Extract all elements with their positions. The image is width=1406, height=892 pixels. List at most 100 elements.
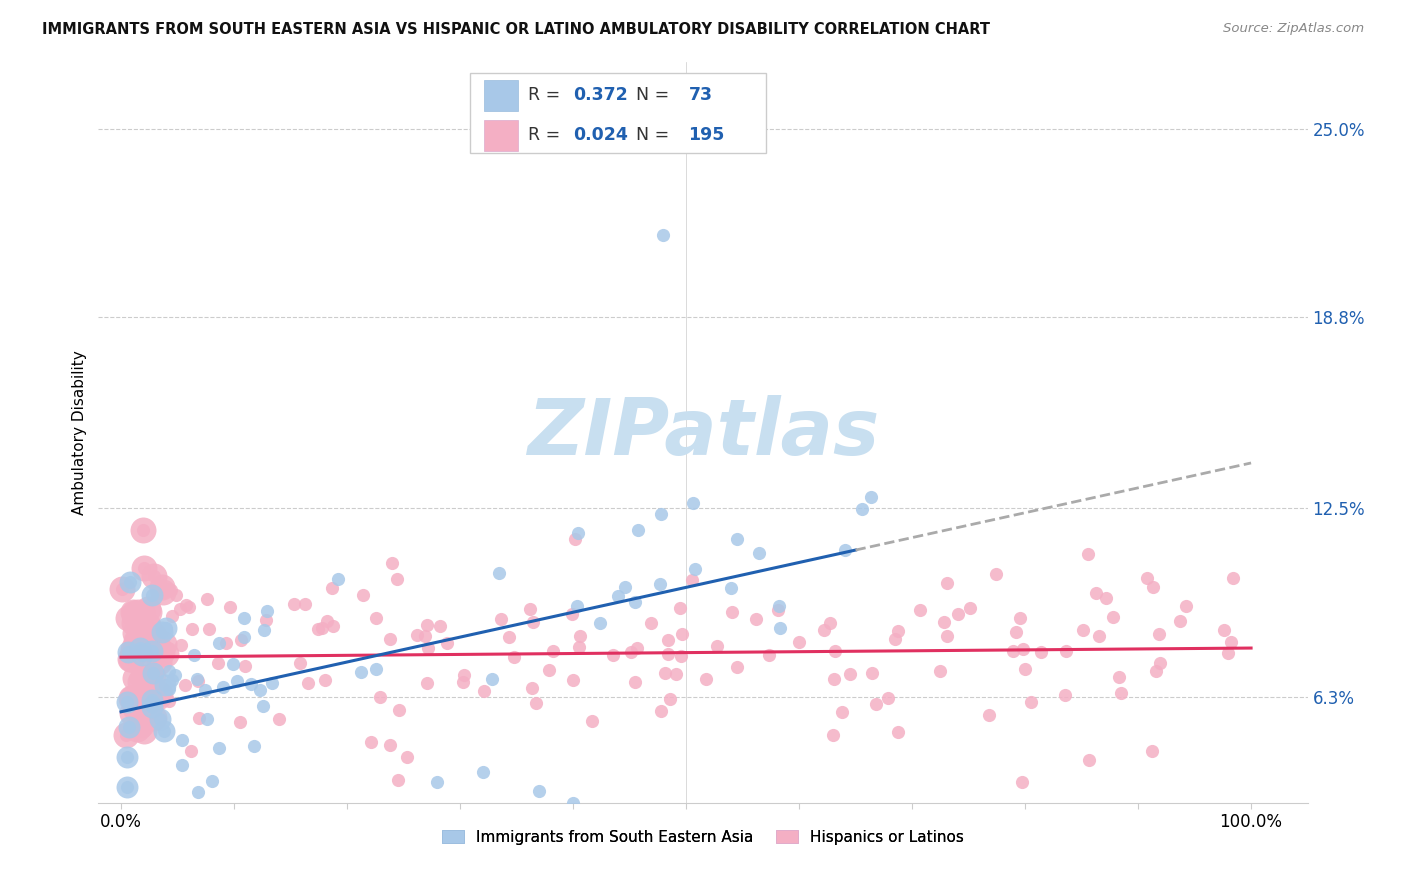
- Point: [498, 630, 520, 644]
- Point: [131, 664, 153, 678]
- Point: [142, 628, 165, 642]
- Point: [141, 693, 163, 707]
- Point: [172, 757, 194, 772]
- Point: [124, 700, 146, 714]
- Point: [152, 585, 174, 599]
- Point: [198, 622, 221, 636]
- Point: [122, 616, 145, 631]
- Point: [134, 626, 156, 640]
- Point: [122, 646, 145, 660]
- Point: [124, 643, 146, 657]
- Point: [416, 618, 439, 632]
- Point: [125, 634, 148, 648]
- Point: [669, 649, 692, 664]
- Point: [125, 607, 148, 621]
- Point: [142, 669, 165, 683]
- Point: [606, 590, 628, 604]
- Point: [129, 643, 152, 657]
- Point: [149, 687, 172, 701]
- Point: [169, 601, 191, 615]
- Point: [581, 714, 603, 728]
- Point: [150, 580, 173, 594]
- Point: [883, 632, 905, 647]
- Point: [851, 502, 873, 516]
- Point: [115, 728, 138, 742]
- Point: [524, 697, 547, 711]
- Point: [1175, 599, 1198, 613]
- Point: [326, 572, 349, 586]
- Point: [322, 619, 344, 633]
- Point: [977, 708, 1000, 723]
- Point: [150, 580, 173, 594]
- Point: [138, 606, 160, 620]
- Point: [160, 673, 183, 687]
- Point: [1078, 753, 1101, 767]
- Point: [824, 644, 846, 658]
- Point: [128, 696, 150, 710]
- Text: ZIPatlas: ZIPatlas: [527, 394, 879, 471]
- Point: [541, 644, 564, 658]
- Y-axis label: Ambulatory Disability: Ambulatory Disability: [72, 351, 87, 515]
- Point: [118, 574, 141, 589]
- Point: [150, 645, 173, 659]
- Point: [121, 706, 143, 720]
- Point: [148, 690, 170, 705]
- Point: [150, 645, 173, 659]
- Point: [681, 574, 703, 588]
- Point: [195, 592, 218, 607]
- Legend: Immigrants from South Eastern Asia, Hispanics or Latinos: Immigrants from South Eastern Asia, Hisp…: [436, 823, 970, 851]
- Point: [174, 678, 197, 692]
- Point: [364, 662, 387, 676]
- Point: [152, 585, 174, 599]
- Point: [297, 676, 319, 690]
- Point: [758, 648, 780, 663]
- Point: [654, 665, 676, 680]
- Point: [155, 621, 177, 635]
- Point: [860, 665, 883, 680]
- Point: [387, 772, 409, 787]
- Point: [1109, 686, 1132, 700]
- Point: [148, 690, 170, 705]
- Point: [131, 664, 153, 678]
- Point: [1094, 591, 1116, 605]
- Point: [253, 624, 276, 638]
- Point: [129, 641, 152, 656]
- Point: [652, 228, 675, 243]
- Point: [562, 673, 585, 687]
- Point: [174, 598, 197, 612]
- Point: [650, 507, 672, 521]
- Point: [141, 693, 163, 707]
- Text: 195: 195: [689, 126, 725, 145]
- Point: [160, 582, 183, 597]
- Point: [1219, 635, 1241, 649]
- Point: [131, 718, 153, 732]
- Point: [406, 628, 429, 642]
- Point: [451, 674, 474, 689]
- Point: [766, 603, 789, 617]
- Point: [152, 637, 174, 651]
- Point: [122, 616, 145, 631]
- Point: [232, 611, 254, 625]
- Point: [1222, 571, 1244, 585]
- Point: [155, 621, 177, 635]
- Point: [1144, 664, 1167, 678]
- Point: [134, 723, 156, 738]
- Point: [768, 599, 790, 613]
- Point: [658, 691, 681, 706]
- Point: [124, 643, 146, 657]
- Point: [165, 588, 187, 602]
- Point: [472, 683, 495, 698]
- Point: [502, 650, 524, 665]
- Point: [311, 621, 333, 635]
- Point: [201, 773, 224, 788]
- Point: [170, 733, 193, 747]
- Point: [141, 643, 163, 657]
- Point: [1142, 580, 1164, 594]
- Point: [149, 712, 172, 726]
- Point: [865, 698, 887, 712]
- Point: [876, 690, 898, 705]
- Point: [131, 718, 153, 732]
- Point: [150, 625, 173, 640]
- Point: [141, 588, 163, 602]
- Point: [1136, 571, 1159, 585]
